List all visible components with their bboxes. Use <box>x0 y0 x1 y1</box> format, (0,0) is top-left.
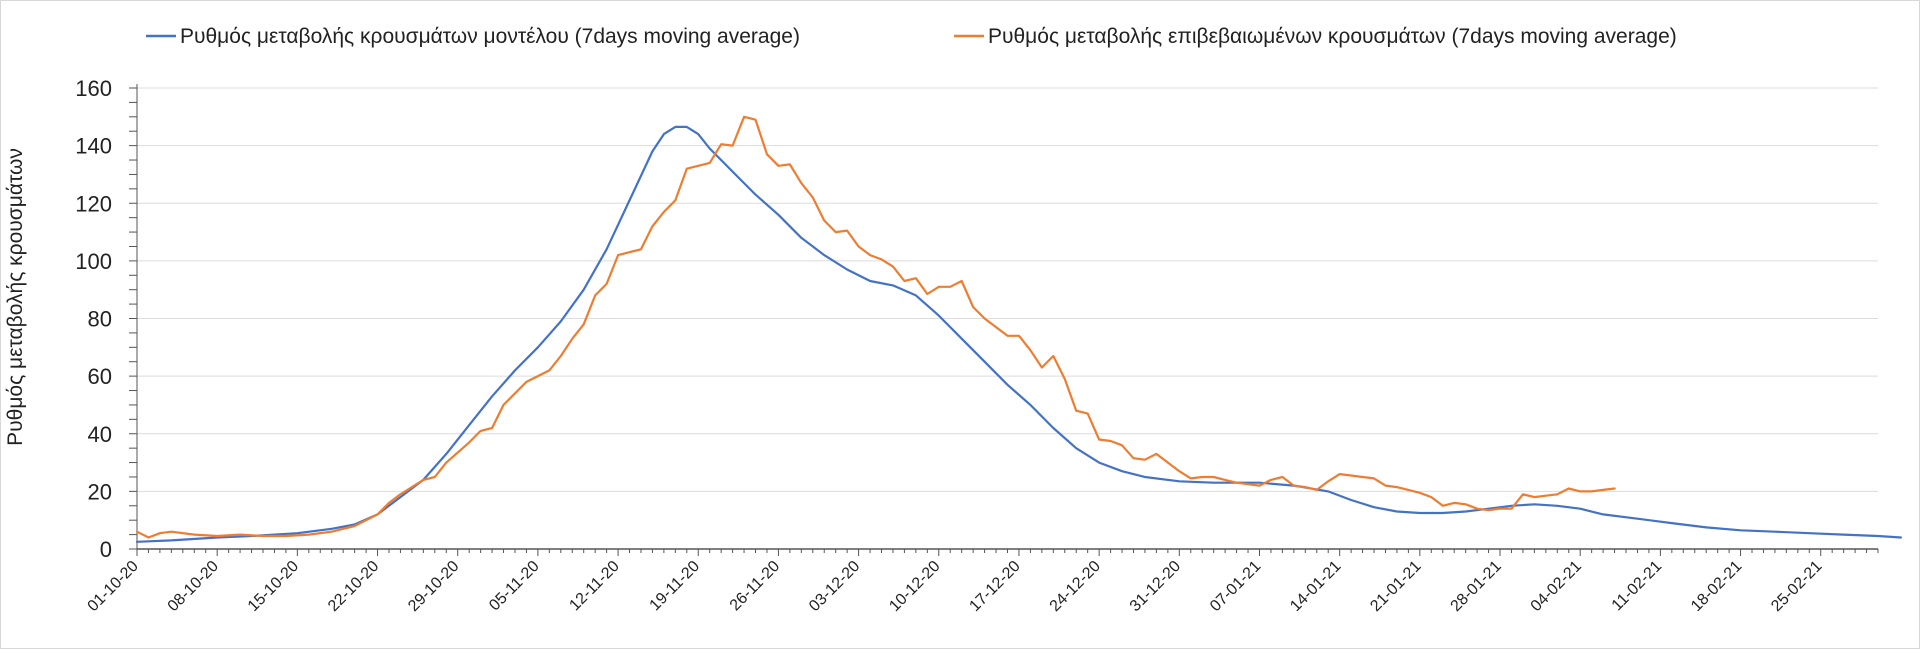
x-tick-label: 01-10-20 <box>85 558 142 615</box>
x-tick-label: 17-12-20 <box>966 558 1023 615</box>
series-line-model <box>135 125 1902 543</box>
x-tick-label: 24-12-20 <box>1047 558 1104 615</box>
x-tick-label: 14-01-21 <box>1287 558 1344 615</box>
x-tick-label: 10-12-20 <box>886 558 943 615</box>
y-tick-label: 100 <box>75 249 112 274</box>
y-tick-label: 40 <box>88 422 112 447</box>
y-tick-label: 60 <box>88 364 112 389</box>
y-axis-label: Ρυθμός μεταβολής κρουσμάτων <box>4 148 27 446</box>
x-tick-label: 31-12-20 <box>1127 558 1184 615</box>
x-tick-label: 05-11-20 <box>486 558 543 615</box>
x-tick-label: 03-12-20 <box>806 558 863 615</box>
series-line-confirmed <box>135 115 1616 539</box>
chart-legend: Ρυθμός μεταβολής κρουσμάτων μοντέλου (7d… <box>146 25 1677 48</box>
y-tick-label: 120 <box>75 191 112 216</box>
legend-label-confirmed: Ρυθμός μεταβολής επιβεβαιωμένων κρουσμάτ… <box>988 25 1677 48</box>
x-tick-label: 12-11-20 <box>566 558 623 615</box>
x-tick-label: 18-02-21 <box>1688 558 1745 615</box>
y-tick-label: 20 <box>88 479 112 504</box>
x-tick-label: 04-02-21 <box>1528 558 1585 615</box>
x-tick-label: 11-02-21 <box>1609 558 1666 615</box>
x-tick-label: 15-10-20 <box>245 558 302 615</box>
gridlines <box>137 87 1878 550</box>
x-axis-ticks: 01-10-20 08-10-20 15-10-20 22-10-20 29-10-20… <box>85 549 1879 615</box>
series-lines <box>135 115 1902 543</box>
y-tick-label: 140 <box>75 134 112 159</box>
x-tick-label: 21-01-21 <box>1367 558 1424 615</box>
x-tick-label: 29-10-20 <box>405 558 462 615</box>
x-tick-label: 28-01-21 <box>1448 558 1505 615</box>
x-tick-label: 22-10-20 <box>325 558 382 615</box>
legend-label-model: Ρυθμός μεταβολής κρουσμάτων μοντέλου (7d… <box>180 25 800 48</box>
y-tick-label: 160 <box>75 76 112 101</box>
x-tick-label: 26-11-20 <box>727 558 784 615</box>
y-tick-label: 80 <box>88 307 112 332</box>
x-tick-label: 07-01-21 <box>1207 558 1264 615</box>
y-axis-ticks: 0 20 40 60 80 100 120 140 160 <box>75 76 138 562</box>
x-tick-label: 25-02-21 <box>1768 558 1825 615</box>
x-tick-label: 19-11-20 <box>647 558 704 615</box>
x-tick-label: 08-10-20 <box>165 558 222 615</box>
y-tick-label: 0 <box>100 537 112 562</box>
